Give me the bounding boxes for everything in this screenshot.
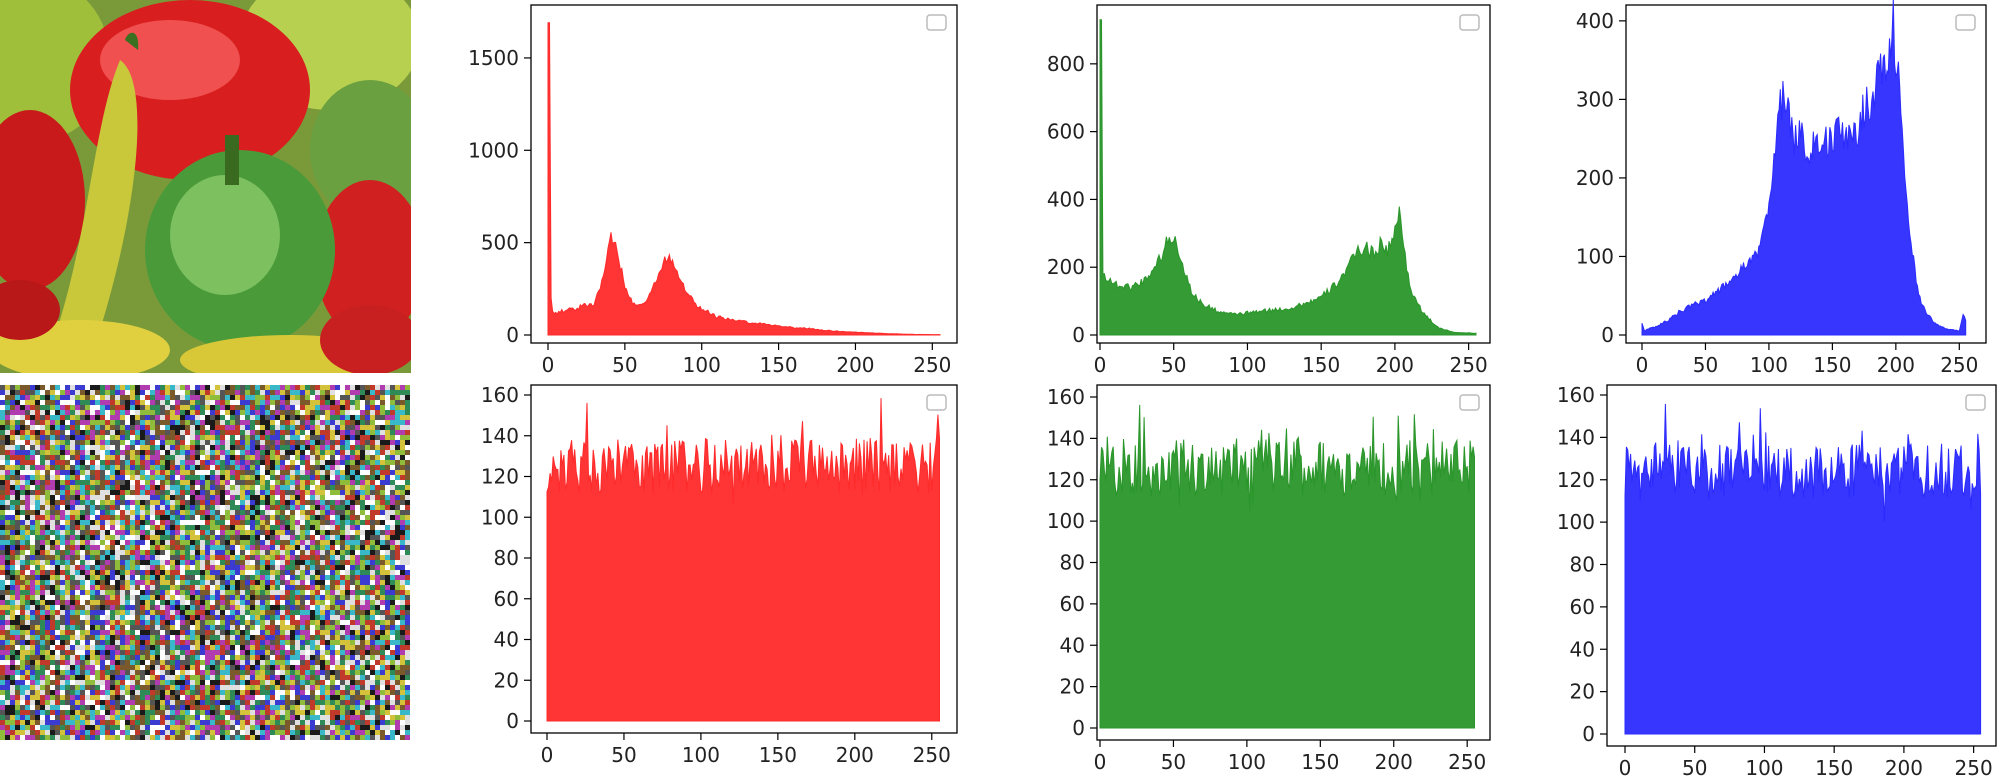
y-tick-label: 20 <box>494 668 519 692</box>
x-tick-label: 100 <box>1745 756 1783 778</box>
y-tick-label: 100 <box>1576 244 1614 268</box>
x-tick-label: 0 <box>1619 756 1632 778</box>
y-tick-label: 1000 <box>468 138 519 162</box>
x-tick-label: 150 <box>1815 756 1853 778</box>
x-tick-label: 0 <box>542 353 555 377</box>
legend-box <box>926 394 947 411</box>
y-tick-label: 120 <box>1047 468 1085 492</box>
x-tick-label: 250 <box>913 353 951 377</box>
plot-frame <box>530 4 958 344</box>
legend-box <box>1459 14 1480 31</box>
histogram-area <box>1641 0 1967 336</box>
y-tick-label: 200 <box>1576 166 1614 190</box>
y-tick-label: 0 <box>506 323 519 347</box>
legend-box <box>926 14 947 31</box>
y-tick-label: 40 <box>1060 633 1085 657</box>
histogram-red-original: 0 50 100 150 200 250 0 500 1000 1500 <box>468 4 958 377</box>
y-tick-label: 800 <box>1047 52 1085 76</box>
x-tick-label: 150 <box>1302 353 1340 377</box>
y-tick-label: 40 <box>1570 637 1595 661</box>
x-tick-label: 250 <box>1955 756 1993 778</box>
y-tick-label: 500 <box>481 231 519 255</box>
histogram-area <box>1099 404 1475 729</box>
x-tick-label: 50 <box>1161 750 1186 774</box>
y-tick-label: 0 <box>506 709 519 733</box>
x-tick-label: 150 <box>759 743 797 767</box>
y-tick-label: 140 <box>481 424 519 448</box>
histogram-green-original: 0 50 100 150 200 250 0 200 400 600 800 <box>1047 4 1491 377</box>
y-tick-label: 80 <box>1060 551 1085 575</box>
x-tick-label: 250 <box>913 743 951 767</box>
y-tick-label: 0 <box>1582 722 1595 746</box>
y-tick-label: 60 <box>494 587 519 611</box>
legend-box <box>1965 394 1986 411</box>
peppers-photo <box>0 0 411 373</box>
histogram-green-encrypted: 0 50 100 150 200 250 0 20 40 60 80 100 120 140 160 <box>1047 384 1491 774</box>
y-tick-label: 60 <box>1060 592 1085 616</box>
y-tick-label: 140 <box>1557 425 1595 449</box>
y-tick-label: 400 <box>1576 9 1614 33</box>
y-tick-label: 600 <box>1047 120 1085 144</box>
x-tick-label: 200 <box>836 743 874 767</box>
y-tick-label: 100 <box>1047 509 1085 533</box>
legend-box <box>1955 14 1976 31</box>
x-tick-label: 50 <box>1161 353 1186 377</box>
y-tick-label: 100 <box>1557 510 1595 534</box>
x-tick-label: 100 <box>1228 750 1266 774</box>
x-tick-label: 0 <box>1094 353 1107 377</box>
x-tick-label: 200 <box>1877 353 1915 377</box>
y-tick-label: 120 <box>1557 468 1595 492</box>
x-tick-label: 250 <box>1940 353 1978 377</box>
y-tick-label: 160 <box>1047 385 1085 409</box>
y-tick-label: 80 <box>1570 553 1595 577</box>
y-tick-label: 20 <box>1570 680 1595 704</box>
x-tick-label: 200 <box>1885 756 1923 778</box>
y-tick-label: 0 <box>1072 716 1085 740</box>
x-tick-label: 100 <box>682 743 720 767</box>
y-tick-label: 100 <box>481 505 519 529</box>
y-tick-label: 40 <box>494 628 519 652</box>
x-tick-label: 200 <box>1376 353 1414 377</box>
y-tick-label: 300 <box>1576 87 1614 111</box>
y-tick-label: 60 <box>1570 595 1595 619</box>
y-tick-label: 0 <box>1601 323 1614 347</box>
y-tick-label: 0 <box>1072 323 1085 347</box>
x-tick-label: 100 <box>683 353 721 377</box>
histogram-area <box>1624 403 1982 735</box>
x-tick-label: 0 <box>541 743 554 767</box>
histogram-blue-original: 0 50 100 150 200 250 0 100 200 300 400 <box>1576 0 1987 377</box>
y-tick-label: 140 <box>1047 426 1085 450</box>
x-tick-label: 0 <box>1636 353 1649 377</box>
y-tick-label: 400 <box>1047 187 1085 211</box>
histogram-area <box>1099 19 1477 336</box>
x-tick-label: 200 <box>836 353 874 377</box>
histogram-area <box>546 398 940 722</box>
x-tick-label: 200 <box>1375 750 1413 774</box>
histogram-red-encrypted: 0 50 100 150 200 250 0 20 40 60 80 100 120 140 160 <box>481 383 958 767</box>
x-tick-label: 100 <box>1750 353 1788 377</box>
y-tick-label: 1500 <box>468 46 519 70</box>
histogram-area <box>547 22 941 336</box>
x-tick-label: 250 <box>1448 750 1486 774</box>
y-tick-label: 160 <box>1557 383 1595 407</box>
x-tick-label: 50 <box>611 743 636 767</box>
y-tick-label: 20 <box>1060 675 1085 699</box>
x-tick-label: 150 <box>759 353 797 377</box>
x-tick-label: 100 <box>1228 353 1266 377</box>
y-tick-label: 160 <box>481 383 519 407</box>
x-tick-label: 50 <box>612 353 637 377</box>
x-tick-label: 50 <box>1693 353 1718 377</box>
legend-box <box>1459 394 1480 411</box>
y-tick-label: 120 <box>481 465 519 489</box>
x-tick-label: 150 <box>1813 353 1851 377</box>
y-tick-label: 200 <box>1047 255 1085 279</box>
encrypted-noise-image <box>0 385 410 740</box>
histogram-blue-encrypted: 0 50 100 150 200 250 0 20 40 60 80 100 120 140 160 <box>1557 383 1997 778</box>
x-tick-label: 150 <box>1301 750 1339 774</box>
y-tick-label: 80 <box>494 546 519 570</box>
x-tick-label: 0 <box>1094 750 1107 774</box>
x-tick-label: 50 <box>1682 756 1707 778</box>
x-tick-label: 250 <box>1450 353 1488 377</box>
